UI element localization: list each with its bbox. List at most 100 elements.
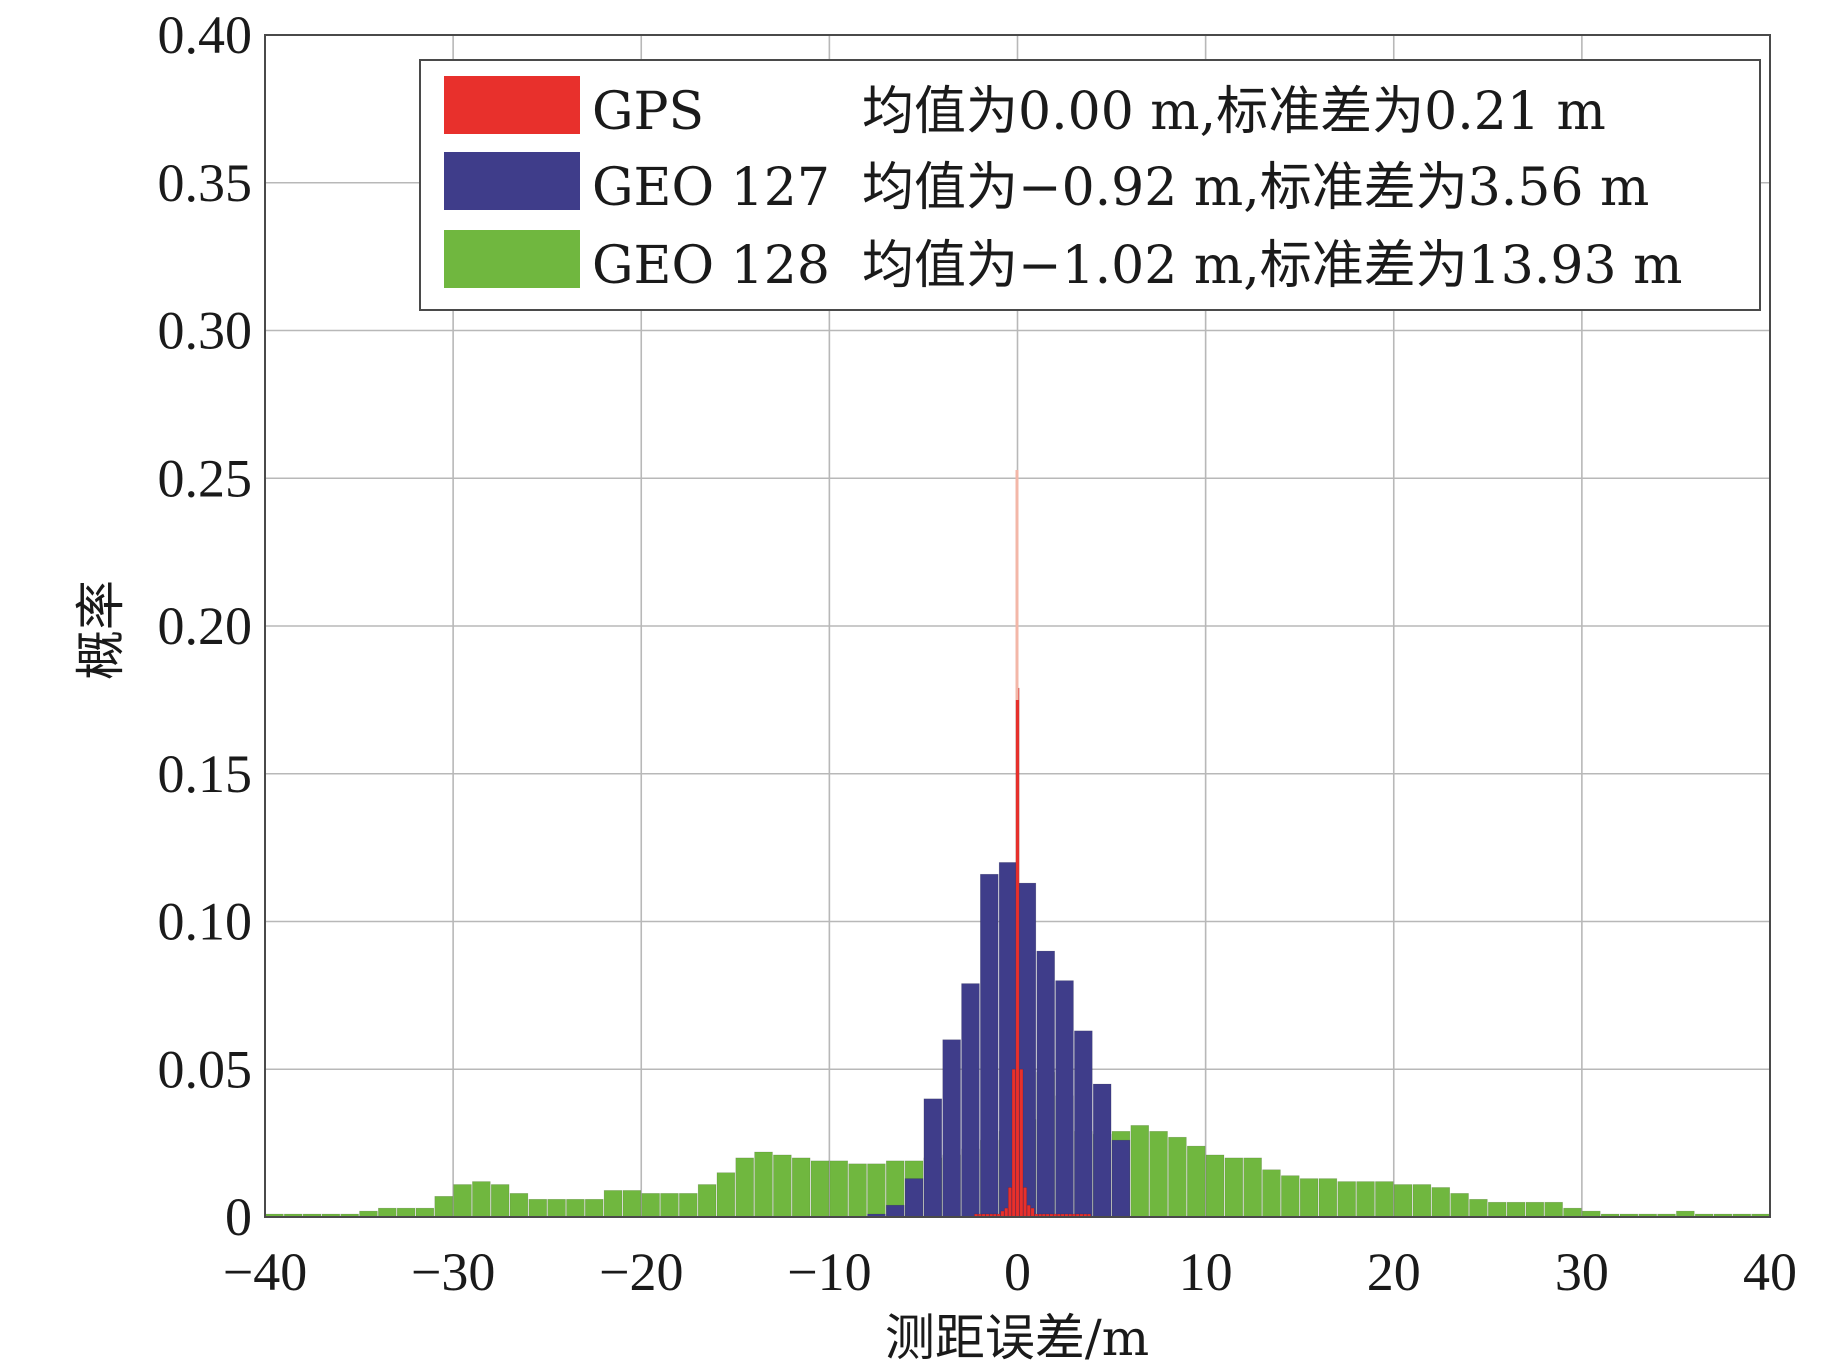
bar-geo128 [716, 1172, 736, 1218]
bar-geo127 [923, 1098, 943, 1218]
bar-geo128 [1487, 1201, 1507, 1218]
bar-geo128 [810, 1160, 830, 1218]
bar-geo128 [791, 1157, 811, 1218]
bar-gps [1015, 687, 1020, 1218]
plot-frame [264, 34, 1771, 1218]
bar-geo127 [1111, 1139, 1131, 1218]
bar-gps [1030, 1207, 1035, 1218]
x-axis-title: 测距误差/m [885, 1309, 1149, 1367]
bar-geo128 [1337, 1181, 1356, 1218]
y-tick-label: 0 [225, 1187, 252, 1247]
bar-geo128 [1393, 1184, 1413, 1218]
y-tick-label: 0.35 [158, 153, 253, 213]
legend: GPS 均值为0.00 m,标准差为0.21 m GEO 127 均值为−0.9… [419, 59, 1761, 311]
x-tick-label: 40 [1743, 1242, 1797, 1302]
y-tick-label: 0.30 [158, 301, 253, 361]
bar-gps [1004, 1207, 1009, 1218]
bar-geo128 [509, 1193, 529, 1218]
bar-geo128 [453, 1184, 472, 1218]
bar-geo128 [1506, 1201, 1526, 1218]
bar-geo128 [622, 1190, 642, 1218]
bar-gps [1007, 1187, 1012, 1218]
x-tick-label: 20 [1367, 1242, 1421, 1302]
bar-geo127 [1055, 980, 1074, 1218]
bar-geo128 [584, 1198, 604, 1218]
bar-geo128 [1431, 1187, 1451, 1218]
bar-geo128 [1168, 1136, 1187, 1218]
bar-geo128 [735, 1157, 754, 1218]
bar-geo128 [829, 1160, 849, 1218]
x-tick-label: −10 [787, 1242, 871, 1302]
axis-ticks: −40 −30 −20 −10 0 10 20 30 40 0 0.05 0.10 0.15 0.20 0.… [158, 5, 1798, 1302]
bar-geo127 [1092, 1083, 1112, 1218]
legend-stats-gps: 均值为0.00 m,标准差为0.21 m [862, 82, 1606, 142]
legend-label-gps: GPS [592, 82, 704, 142]
y-tick-label: 0.05 [158, 1039, 253, 1099]
bar-geo128 [1243, 1157, 1262, 1218]
bar-geo127 [885, 1204, 905, 1218]
bar-geo128 [1186, 1145, 1206, 1218]
legend-stats-geo127: 均值为−0.92 m,标准差为3.56 m [862, 158, 1649, 218]
bar-geo128 [434, 1196, 453, 1218]
bar-gps [1023, 1187, 1028, 1218]
bar-geo128 [1412, 1184, 1432, 1218]
bar-geo127 [961, 983, 980, 1218]
bar-geo128 [472, 1181, 491, 1218]
y-tick-label: 0.25 [158, 448, 253, 508]
y-axis-title: 概率 [72, 580, 130, 680]
bar-gps [1019, 1068, 1024, 1218]
y-tick-label: 0.15 [158, 744, 253, 804]
bar-geo128 [1149, 1131, 1168, 1218]
bar-geo128 [660, 1193, 679, 1218]
legend-swatch-geo127 [444, 152, 580, 210]
bar-geo128 [1469, 1198, 1488, 1218]
bar-geo128 [1375, 1181, 1394, 1218]
bar-geo128 [603, 1190, 623, 1218]
bar-geo128 [528, 1198, 548, 1218]
bar-geo128 [1318, 1178, 1338, 1218]
bar-gps [1011, 1068, 1016, 1218]
histogram-bars [265, 687, 1770, 1218]
bar-geo127 [942, 1039, 961, 1218]
y-tick-label: 0.40 [158, 5, 253, 65]
x-tick-label: −40 [223, 1242, 307, 1302]
bar-geo128 [1281, 1175, 1300, 1218]
legend-label-geo127: GEO 127 [592, 158, 830, 218]
x-tick-label: 0 [1004, 1242, 1031, 1302]
bar-geo128 [396, 1207, 416, 1218]
bar-geo127 [904, 1178, 924, 1218]
bar-geo128 [754, 1151, 773, 1218]
bar-geo128 [848, 1163, 867, 1218]
y-tick-label: 0.20 [158, 596, 253, 656]
bar-geo128 [490, 1184, 510, 1218]
y-tick-label: 0.10 [158, 892, 253, 952]
bar-geo128 [547, 1198, 566, 1218]
bar-geo127 [1036, 950, 1055, 1218]
legend-box [419, 59, 1761, 311]
bar-geo128 [1262, 1169, 1281, 1218]
bar-geo128 [1450, 1193, 1469, 1218]
bar-geo128 [1356, 1181, 1375, 1218]
bar-geo128 [773, 1154, 792, 1218]
bar-geo128 [1224, 1157, 1244, 1218]
bar-geo128 [641, 1193, 660, 1218]
bar-geo128 [1563, 1207, 1582, 1218]
bar-geo128 [566, 1198, 585, 1218]
bar-geo128 [679, 1193, 698, 1218]
x-tick-label: 30 [1555, 1242, 1609, 1302]
bar-geo128 [415, 1207, 435, 1218]
legend-label-geo128: GEO 128 [592, 236, 830, 296]
legend-swatch-gps [444, 76, 580, 134]
bar-geo128 [1130, 1125, 1150, 1218]
x-tick-label: −20 [599, 1242, 683, 1302]
legend-swatch-geo128 [444, 230, 580, 288]
x-tick-label: 10 [1179, 1242, 1233, 1302]
bar-geo128 [867, 1163, 886, 1218]
bar-geo128 [1525, 1201, 1545, 1218]
bar-geo127 [980, 873, 999, 1218]
bar-gps [1026, 1204, 1031, 1218]
bar-geo128 [1544, 1201, 1563, 1218]
bar-geo127 [1074, 1030, 1093, 1218]
bar-geo128 [1205, 1154, 1225, 1218]
